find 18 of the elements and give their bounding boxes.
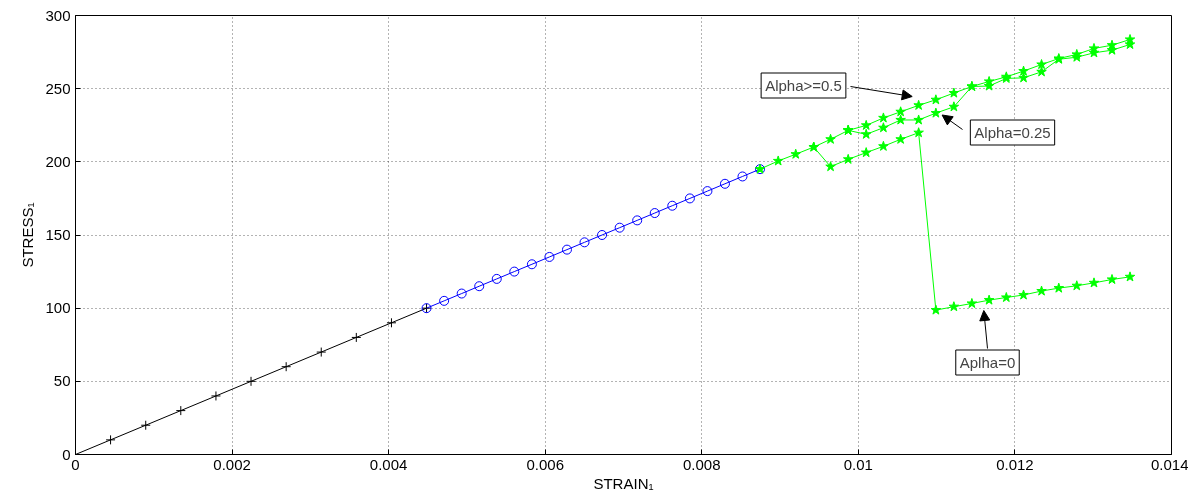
x-tick-label: 0.01 [843, 455, 873, 473]
y-tick-label: 100 [45, 299, 71, 317]
annotation: Alpha>=0.5 [765, 77, 842, 94]
x-tick-label: 0.014 [1150, 455, 1188, 473]
y-axis-title: STRESS₁ [19, 202, 37, 268]
x-tick-label: 0.004 [369, 455, 408, 473]
y-tick-label: 200 [45, 152, 71, 170]
x-tick-label: 0.006 [526, 455, 564, 473]
y-tick-label: 150 [45, 226, 71, 243]
y-tick-label: 250 [45, 79, 71, 97]
x-tick-label: 0.012 [996, 455, 1034, 473]
annotation: Alpha=0.25 [974, 124, 1051, 141]
x-axis-title: STRAIN₁ [593, 474, 654, 492]
y-tick-label: 50 [53, 372, 71, 390]
x-tick-label: 0.002 [213, 455, 251, 473]
x-tick-label: 0.008 [683, 455, 721, 473]
annotation: Aplha=0 [959, 354, 1016, 371]
y-tick-label: 300 [45, 6, 71, 24]
